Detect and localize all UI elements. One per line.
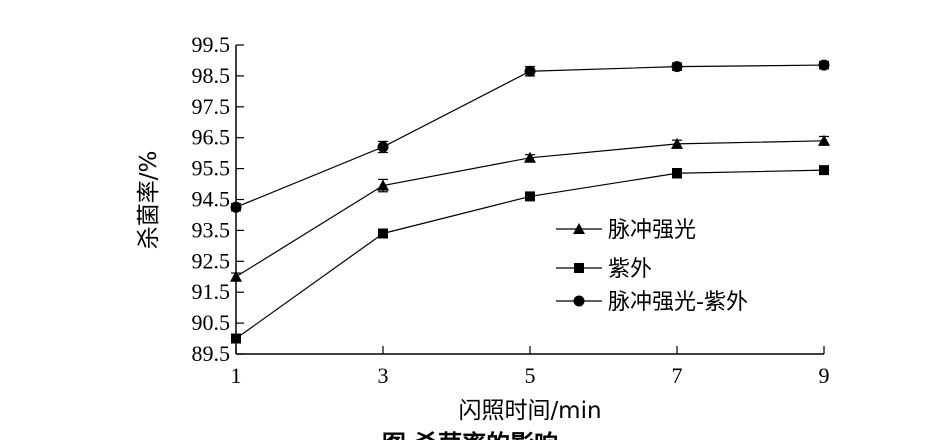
y-tick-label: 89.5 bbox=[192, 341, 231, 366]
legend-marker bbox=[574, 263, 584, 273]
data-point bbox=[377, 141, 389, 153]
y-tick-label: 95.5 bbox=[192, 156, 231, 181]
data-point bbox=[818, 134, 830, 146]
y-tick-label: 91.5 bbox=[192, 279, 231, 304]
legend-item: 紫外 bbox=[556, 257, 652, 282]
y-tick-label: 92.5 bbox=[192, 248, 231, 273]
legend-label: 脉冲强光 bbox=[608, 218, 696, 243]
data-point bbox=[818, 59, 830, 71]
legend-label: 脉冲强光-紫外 bbox=[608, 290, 748, 315]
data-point bbox=[525, 191, 535, 202]
y-axis-title: 杀菌率/% bbox=[136, 151, 162, 250]
series-triangle bbox=[230, 134, 830, 282]
x-tick-label: 1 bbox=[231, 363, 242, 388]
series-line bbox=[235, 64, 825, 208]
y-tick-label: 99.5 bbox=[192, 32, 231, 57]
y-tick-label: 98.5 bbox=[192, 63, 231, 88]
x-tick-label: 5 bbox=[525, 363, 536, 388]
data-point bbox=[230, 270, 242, 282]
x-tick-label: 7 bbox=[672, 363, 683, 388]
x-axis-ticks: 1 3 5 7 9 bbox=[231, 346, 830, 388]
series-circle bbox=[230, 59, 830, 213]
x-tick-label: 3 bbox=[378, 363, 389, 388]
legend-label: 紫外 bbox=[608, 257, 652, 282]
y-tick-label: 97.5 bbox=[192, 94, 231, 119]
legend-marker bbox=[573, 295, 585, 307]
data-point bbox=[819, 165, 829, 176]
data-point bbox=[524, 151, 536, 163]
y-tick-label: 94.5 bbox=[192, 187, 231, 212]
data-point bbox=[671, 137, 683, 149]
y-tick-label: 96.5 bbox=[192, 125, 231, 150]
data-point bbox=[231, 333, 241, 344]
data-point bbox=[230, 201, 242, 213]
data-point bbox=[378, 228, 388, 239]
data-point bbox=[377, 179, 389, 191]
x-tick-label: 9 bbox=[819, 363, 830, 388]
data-point bbox=[671, 61, 683, 73]
series-layer bbox=[230, 59, 830, 344]
legend-item: 脉冲强光 bbox=[556, 218, 696, 243]
figure-caption: 图 杀菌率的影响 bbox=[382, 430, 558, 440]
y-axis-ticks: 89.5 90.5 91.5 92.5 93.5 94.5 95.5 96.5 97.5 98.5… bbox=[192, 32, 244, 366]
legend-marker bbox=[573, 223, 585, 234]
series-square bbox=[231, 165, 829, 344]
y-tick-label: 93.5 bbox=[192, 217, 231, 242]
data-point bbox=[524, 65, 536, 77]
data-point bbox=[672, 168, 682, 179]
y-tick-label: 90.5 bbox=[192, 310, 231, 335]
x-axis-title: 闪照时间/min bbox=[458, 398, 601, 424]
legend-item: 脉冲强光-紫外 bbox=[556, 290, 748, 315]
